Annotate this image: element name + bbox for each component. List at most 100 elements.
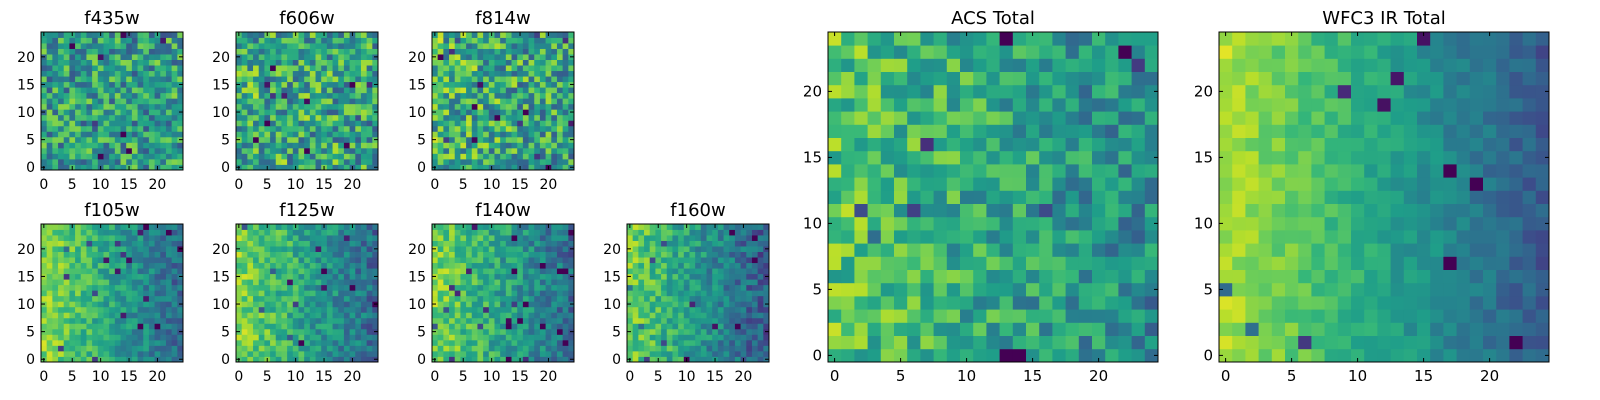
heatmap-cell [683, 284, 690, 291]
heatmap-cell [349, 125, 356, 132]
heatmap-cell [500, 240, 507, 247]
heatmap-cell [275, 229, 282, 236]
heatmap-cell [120, 295, 127, 302]
heatmap-cell [80, 92, 87, 99]
heatmap-cell [315, 164, 322, 171]
heatmap-cell [131, 229, 138, 236]
heatmap-cell [644, 339, 651, 346]
heatmap-cell [52, 279, 59, 286]
heatmap-cell [483, 339, 490, 346]
heatmap-cell [828, 203, 842, 218]
heatmap-cell [287, 81, 294, 88]
heatmap-cell [678, 323, 685, 330]
heatmap-cell [372, 158, 379, 165]
heatmap-cell [672, 312, 679, 319]
heatmap-cell [655, 306, 662, 313]
heatmap-cell [539, 125, 546, 132]
heatmap-cell [689, 262, 696, 269]
heatmap-cell [449, 345, 456, 352]
heatmap-cell [92, 224, 99, 230]
heatmap-cell [103, 48, 110, 55]
heatmap-cell [360, 328, 368, 335]
heatmap-cell [483, 153, 490, 160]
heatmap-cell [275, 251, 282, 258]
heatmap-cell [854, 190, 868, 204]
heatmap-cell [281, 246, 288, 252]
heatmap-cell [326, 54, 333, 60]
heatmap-cell [154, 350, 161, 357]
y-tick-label: 10 [17, 105, 35, 121]
heatmap-cell [264, 109, 271, 116]
heatmap-cell [253, 153, 260, 160]
x-tick-label: 10 [483, 177, 501, 193]
heatmap-cell [165, 120, 173, 127]
heatmap-cell [120, 273, 127, 280]
heatmap-cell [309, 350, 316, 357]
heatmap-cell [746, 235, 753, 241]
heatmap-cell [241, 312, 248, 319]
heatmap-cell [517, 87, 524, 94]
heatmap-cell [854, 203, 868, 218]
heatmap-cell [321, 257, 328, 264]
heatmap-cell [270, 153, 277, 160]
heatmap-cell [907, 335, 921, 350]
heatmap-cell [644, 345, 651, 352]
heatmap-cell [298, 109, 305, 116]
heatmap-cell [372, 37, 379, 44]
heatmap-cell [562, 125, 569, 132]
heatmap-cell [763, 262, 770, 269]
heatmap-cell [304, 109, 311, 116]
heatmap-cell [460, 158, 467, 165]
heatmap-cell [120, 339, 127, 346]
heatmap-cell [494, 158, 501, 165]
heatmap-cell [437, 350, 444, 357]
heatmap-cell [649, 317, 656, 324]
heatmap-cell [165, 235, 173, 241]
heatmap-cell [154, 251, 161, 258]
heatmap-cell [545, 345, 552, 352]
heatmap-cell [545, 306, 552, 313]
heatmap-cell [58, 328, 65, 335]
heatmap-cell [894, 322, 908, 336]
heatmap-cell [511, 235, 518, 241]
heatmap-cell [488, 65, 495, 72]
heatmap-cell [137, 257, 144, 264]
heatmap-cell [247, 334, 254, 341]
heatmap-cell [304, 306, 311, 313]
heatmap-cell [751, 257, 759, 264]
heatmap-cell [253, 32, 260, 38]
heatmap-cell [109, 81, 116, 88]
heatmap-cell [534, 246, 541, 252]
heatmap-cell [97, 323, 104, 330]
heatmap-cell [160, 290, 167, 297]
heatmap-cell [511, 54, 518, 60]
heatmap-cell [298, 43, 305, 49]
heatmap-cell [86, 120, 93, 127]
heatmap-cell [120, 262, 127, 269]
heatmap-cell [366, 158, 373, 165]
heatmap-cell [97, 65, 104, 72]
heatmap-cell [545, 37, 552, 44]
heatmap-cell [638, 312, 645, 319]
heatmap-cell [332, 70, 339, 77]
heatmap-cell [666, 229, 673, 236]
heatmap-cell [1052, 190, 1066, 204]
heatmap-cell [109, 158, 116, 165]
heatmap-cell [349, 98, 356, 105]
heatmap-cell [92, 312, 99, 319]
heatmap-cell [522, 229, 529, 236]
heatmap-cell [338, 109, 345, 116]
heatmap-cell [366, 224, 373, 230]
heatmap-cell [712, 301, 719, 308]
heatmap-cell [120, 142, 127, 149]
heatmap-cell [366, 120, 373, 127]
heatmap-cell [466, 268, 473, 275]
heatmap-cell [1078, 177, 1093, 191]
heatmap-cell [360, 103, 368, 110]
heatmap-cell [75, 98, 82, 105]
heatmap-cell [338, 65, 345, 72]
heatmap-cell [253, 48, 260, 55]
heatmap-cell [454, 136, 461, 143]
heatmap-cell [505, 290, 512, 297]
heatmap-cell [973, 164, 987, 178]
